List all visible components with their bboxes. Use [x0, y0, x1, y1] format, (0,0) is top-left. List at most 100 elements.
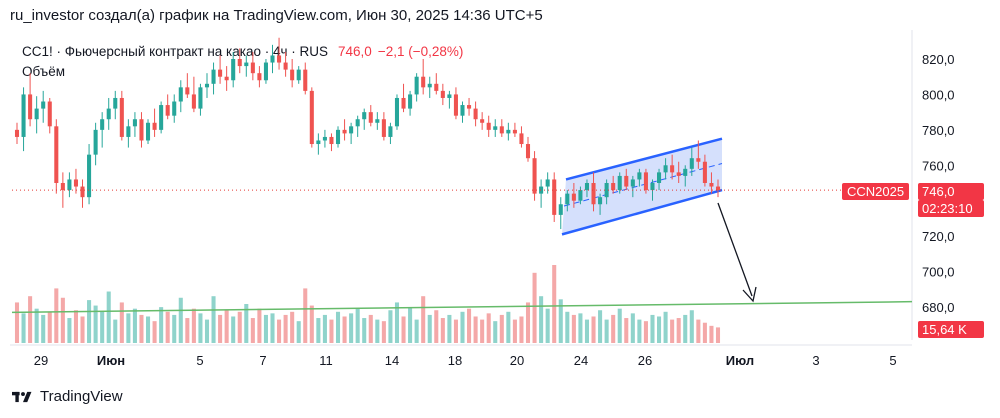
volume-bar [191, 308, 196, 343]
candle-body [93, 129, 98, 155]
candle-body [329, 136, 334, 145]
candle-body [571, 193, 576, 201]
candle-body [512, 129, 517, 134]
y-tick-label: 800,0 [922, 87, 955, 102]
arrow-annotation [717, 202, 753, 297]
candle-body [119, 97, 124, 137]
candle-body [342, 129, 347, 134]
candle-body [506, 129, 511, 134]
candle-body [47, 101, 52, 127]
candle-body [663, 165, 668, 173]
volume-bar [335, 311, 341, 343]
volume-bar [473, 316, 478, 343]
volume-bar [290, 311, 295, 343]
volume-bar [73, 310, 78, 343]
candle-body [309, 90, 314, 145]
candle-body [139, 119, 144, 141]
candle-body [375, 119, 380, 123]
volume-bar [525, 302, 531, 343]
arrow-head [742, 286, 757, 303]
chart-legend: CC1! · Фьючерсный контракт на какао · 4ч… [22, 41, 463, 81]
volume-bar [47, 311, 52, 343]
x-tick-label: 20 [510, 353, 524, 368]
symbol-title[interactable]: CC1! · Фьючерсный контракт на какао · 4ч… [22, 43, 329, 59]
candle-body [296, 69, 301, 81]
candle-body [643, 172, 648, 191]
candle-body [41, 101, 46, 109]
volume-bar [558, 299, 563, 343]
x-tick-label: Июн [97, 353, 125, 368]
candle-body [21, 94, 26, 137]
volume-bar [571, 314, 576, 343]
candle-body [401, 97, 406, 109]
candle-body [617, 175, 622, 191]
volume-bar [657, 316, 662, 343]
channel-lower-line [561, 188, 723, 236]
volume-legend[interactable]: Объём [22, 63, 66, 79]
volume-bar [683, 314, 688, 343]
volume-bar [296, 321, 301, 343]
x-tick-label: 5 [889, 353, 896, 368]
candle-body [204, 83, 210, 88]
volume-bar [231, 316, 236, 343]
candle-body [650, 183, 655, 191]
candle-body [539, 186, 544, 194]
candle-body [696, 158, 701, 162]
volume-bar [218, 314, 223, 343]
candle-body [683, 168, 688, 176]
volume-bar [519, 316, 524, 343]
candle-body [499, 126, 504, 134]
candle-body [80, 186, 85, 198]
volume-bar [611, 314, 616, 343]
candle-body [211, 69, 216, 84]
volume-bar [689, 310, 694, 343]
volume-bar [617, 308, 622, 343]
ticker-badge: CCN2025 [842, 183, 910, 200]
candle-body [244, 62, 249, 67]
candle-body [54, 126, 59, 183]
candle-body [100, 119, 105, 130]
candle-body [165, 105, 170, 116]
candle-body [198, 87, 203, 109]
tradingview-logo[interactable]: TradingView [12, 388, 123, 405]
volume-bar [401, 316, 406, 343]
x-tick-label: 11 [319, 353, 333, 368]
candle-body [670, 165, 675, 173]
volume-bar [119, 302, 124, 343]
volume-bar [185, 318, 190, 343]
volume-bar [224, 310, 229, 343]
volume-bar [172, 314, 177, 343]
candle-body [545, 179, 550, 187]
candle-body [394, 97, 400, 127]
volume-bar [362, 318, 367, 343]
candle-body [591, 183, 596, 205]
volume-bar [349, 313, 354, 343]
candle-body [414, 76, 419, 95]
y-tick-label: 680,0 [922, 300, 955, 315]
volume-bar [493, 321, 498, 343]
candle-body [250, 62, 255, 74]
candle-body [322, 136, 327, 141]
volume-bar [499, 314, 504, 343]
volume-bar [54, 288, 59, 343]
x-tick-label: 24 [574, 353, 588, 368]
candle-body [263, 62, 268, 81]
volume-bar [630, 313, 635, 343]
candle-body [657, 172, 662, 183]
candle-body [624, 175, 629, 187]
volume-bar [14, 302, 20, 343]
volume-bar [670, 319, 675, 343]
candle-body [231, 59, 236, 81]
candle-body [355, 119, 360, 127]
candle-body [28, 94, 33, 120]
channel-mid-line [563, 163, 723, 207]
volume-bar [427, 314, 432, 343]
volume-bar [434, 310, 439, 343]
volume-bar [598, 310, 603, 343]
volume-bar [394, 302, 400, 343]
candle-body [362, 112, 367, 120]
volume-bar [277, 319, 282, 343]
candle-body [218, 69, 223, 77]
candle-body [283, 62, 288, 70]
